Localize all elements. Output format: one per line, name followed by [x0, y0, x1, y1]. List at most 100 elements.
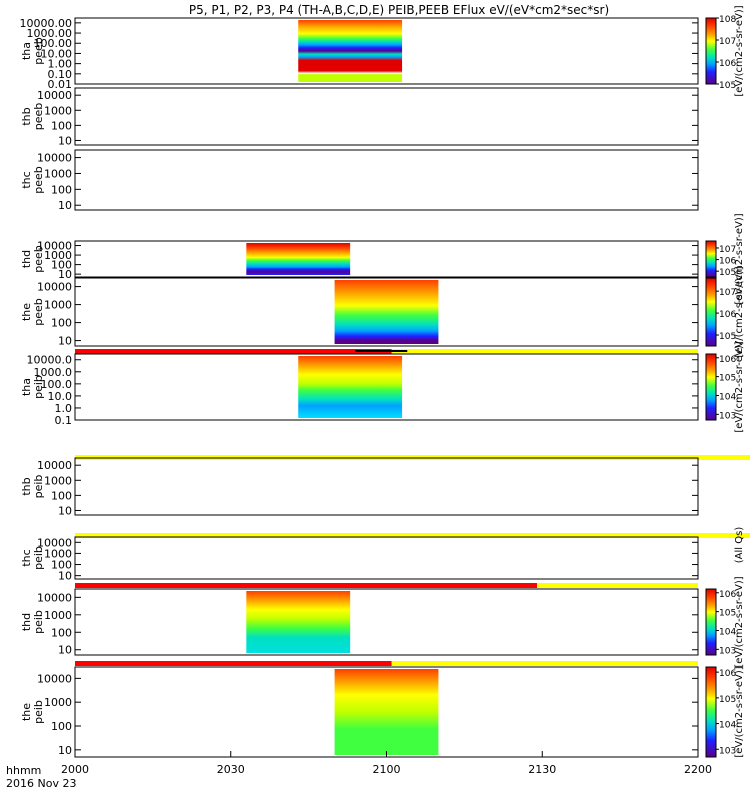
spectrogram-block — [298, 356, 403, 418]
y-tick-label: 10000 — [37, 459, 72, 472]
y-tick-label: 100 — [51, 559, 72, 572]
y-tick-label: 10000.00 — [20, 17, 73, 30]
y-tick-label: 10.0 — [48, 390, 73, 403]
y-tick-label: 10000 — [37, 536, 72, 549]
colorbar-tick-label: 106 — [719, 590, 736, 600]
panel-label: the — [20, 703, 33, 721]
y-tick-label: 0.01 — [48, 78, 73, 91]
y-tick-label: 1000.0 — [34, 366, 73, 379]
panel-frame — [74, 240, 699, 278]
mode-bar-segment — [75, 661, 392, 666]
colorbar-tick-label: 106 — [719, 257, 736, 267]
y-tick-label: 10000 — [37, 591, 72, 604]
panel-frame — [74, 149, 699, 211]
colorbar-tick-label: 104 — [719, 721, 736, 731]
panel-thb-peib: 10000 1000 100 10 thb peib — [20, 455, 750, 517]
y-tick-label: 100 — [51, 317, 72, 330]
y-tick-label: 100 — [51, 259, 72, 272]
mode-bar-segment — [391, 661, 698, 666]
x-tick-label: 2030 — [217, 763, 245, 776]
colorbar-tick-label: 103 — [719, 411, 736, 421]
colorbar-unit-label: [eV/(cm2-s-sr-eV)] — [734, 341, 745, 432]
spectrogram-block — [334, 280, 439, 344]
panel-frame — [74, 536, 699, 580]
colorbar-tick-label: 104 — [719, 392, 736, 402]
x-tick-label: 2000 — [61, 763, 89, 776]
y-tick-label: 100.00 — [34, 37, 73, 50]
y-tick-label: 100 — [51, 489, 72, 502]
y-tick-label: 10000 — [37, 672, 72, 685]
colorbar-tick-label: 106 — [719, 669, 736, 679]
panel-label: peib — [32, 700, 45, 724]
panel-label: tha — [20, 378, 33, 396]
panel-thb-peeb: 10000 1000 100 10 thb peeb — [20, 87, 699, 147]
colorbar-tick-label: 105 — [719, 695, 736, 705]
colorbar — [705, 353, 717, 421]
colorbar-tick-label: 104 — [719, 627, 736, 637]
panel-the-peeb: 10000 1000 100 10 the peeb 107 106 105[eV/(cm2-s… — [20, 266, 745, 357]
y-tick-label: 1000 — [44, 104, 72, 117]
panel-label: thc — [20, 549, 33, 566]
y-tick-label: 1000 — [44, 696, 72, 709]
panel-label: peib — [32, 375, 45, 399]
panel-label: the — [20, 303, 33, 321]
panel-thd-peib: 10000 1000 100 10 thd peib 106 105 104 103[eV/(cm… — [20, 576, 745, 667]
y-tick-label: 1000 — [44, 547, 72, 560]
mode-bar-segment — [75, 583, 538, 588]
y-tick-label: 100 — [51, 720, 72, 733]
colorbar — [705, 588, 717, 656]
panel-label: thb — [20, 107, 33, 125]
y-tick-label: 10.00 — [41, 47, 73, 60]
colorbar — [705, 277, 717, 347]
mode-marker — [355, 350, 408, 352]
x-axis-label-hhmm: hhmm — [6, 764, 41, 777]
y-tick-label: 10 — [58, 134, 72, 147]
colorbar-tick-label: 105 — [719, 609, 736, 619]
y-tick-label: 10 — [58, 199, 72, 212]
colorbar-unit-label: [eV/(cm2-s-sr-eV)] — [734, 213, 745, 304]
colorbar — [705, 17, 717, 85]
spectrogram-block — [246, 243, 351, 275]
panel-frame — [74, 17, 699, 85]
y-tick-label: 10 — [58, 570, 72, 583]
y-tick-label: 10000 — [37, 152, 72, 165]
colorbar-tick-label: 107 — [719, 37, 736, 47]
panel-label: peeb — [32, 103, 45, 131]
mode-bar-segment — [75, 349, 392, 354]
colorbar — [705, 240, 717, 278]
y-tick-label: 10 — [58, 644, 72, 657]
y-tick-label: 1000 — [44, 299, 72, 312]
y-tick-label: 10000 — [37, 240, 72, 253]
colorbar-unit-label: [eV/(cm2-s-sr-eV)] — [734, 576, 745, 667]
y-tick-label: 0.1 — [55, 414, 73, 427]
panel-label: thd — [20, 613, 33, 631]
panel-frame — [74, 353, 699, 421]
panel-label: peib — [32, 610, 45, 634]
colorbar-unit-label: [eV/(cm2-s-sr-eV)] — [734, 666, 745, 757]
panel-frame — [74, 588, 699, 656]
y-tick-label: 10000.0 — [27, 354, 73, 367]
y-tick-label: 1.00 — [48, 58, 73, 71]
x-tick-label: 2200 — [684, 763, 712, 776]
y-tick-label: 1000.00 — [27, 27, 73, 40]
colorbar-tick-label: 105 — [719, 268, 736, 278]
panel-label: peeb — [32, 245, 45, 273]
panel-label: peeb — [32, 37, 45, 65]
y-tick-label: 10 — [58, 268, 72, 281]
colorbar-tick-label: 105 — [719, 374, 736, 384]
y-tick-label: 1.0 — [55, 402, 73, 415]
colorbar-tick-label: 107 — [719, 245, 736, 255]
colorbar-secondary-label: (All Qs) — [734, 527, 745, 564]
colorbar-tick-label: 108 — [719, 15, 736, 25]
colorbar-unit-label: [eV/(cm2-s-sr-eV)] — [734, 266, 745, 357]
panel-the-peib: 10000 1000 100 10 the peib 106 105 104 103[eV/(cm… — [20, 661, 745, 758]
mode-bar-segment — [391, 349, 698, 354]
x-axis-label-date: 2016 Nov 23 — [6, 777, 76, 790]
colorbar-tick-label: 103 — [719, 746, 736, 756]
colorbar-unit-label: [eV/(cm2-s-sr-eV)] — [734, 5, 745, 96]
chart-title: P5, P1, P2, P3, P4 (TH-A,B,C,D,E) PEIB,P… — [189, 3, 609, 17]
